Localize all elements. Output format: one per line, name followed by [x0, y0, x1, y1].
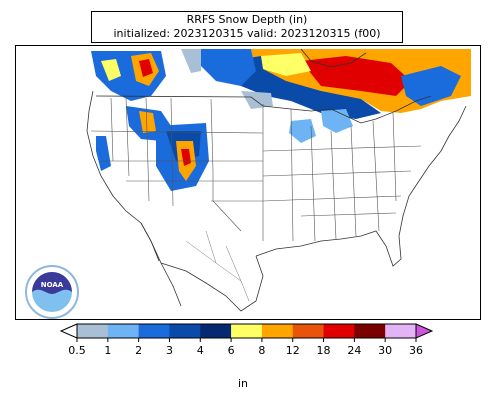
- colorbar-segment: [77, 324, 109, 338]
- state-borders-layer: [90, 97, 422, 242]
- state-line: [210, 98, 214, 172]
- colorbar-ticks: 0.5 1 2 3 4 6 8 12 18 24 30 36: [68, 338, 423, 357]
- snow-depth-map: [86, 48, 471, 312]
- colorbar-under-arrow: [59, 323, 78, 339]
- colorbar-units-label: in: [238, 377, 249, 390]
- mexico-state-line: [205, 230, 217, 264]
- colorbar-tick-label: 0.5: [68, 344, 86, 357]
- state-line: [262, 170, 412, 177]
- snow-patch-bc-red: [139, 59, 153, 77]
- mexico-coast: [160, 255, 264, 312]
- state-line: [145, 97, 150, 202]
- state-line: [262, 145, 422, 152]
- map-subtitle: initialized: 2023120315 valid: 202312031…: [113, 27, 381, 40]
- state-line: [110, 97, 114, 162]
- colorbar-tick-label: 8: [258, 344, 265, 357]
- state-line: [372, 120, 380, 232]
- snow-cover-layer: [91, 49, 471, 191]
- colorbar-segment: [261, 324, 294, 338]
- noaa-logo: NOAA: [25, 265, 79, 319]
- state-line: [90, 130, 264, 134]
- gulf-coast: [255, 230, 402, 267]
- colorbar-tick-label: 6: [228, 344, 235, 357]
- state-line: [310, 125, 316, 242]
- snow-patch-colorado-red: [181, 149, 191, 166]
- colorbar-outline: [76, 323, 417, 339]
- noaa-logo-bird: [32, 272, 72, 294]
- colorbar-tick-label: 2: [135, 344, 142, 357]
- snow-patch-canada-navy: [231, 56, 381, 119]
- state-line: [330, 130, 337, 240]
- snow-patch-rockies-orange: [139, 111, 156, 133]
- snow-patch-canada-yellow: [261, 53, 311, 76]
- snow-patch-sierra-blue: [96, 136, 111, 171]
- colorbar-segment: [169, 324, 201, 338]
- snow-patch-minnesota-light: [241, 91, 273, 109]
- mexico-state-line: [185, 240, 242, 282]
- map-title: RRFS Snow Depth (in): [186, 13, 308, 26]
- hudson-bay-coast: [300, 48, 367, 68]
- colorbar-tick-label: 18: [317, 344, 331, 357]
- map-frame: NOAA: [15, 45, 481, 320]
- colorbar-segment: [385, 324, 417, 338]
- colorbar-segment: [231, 324, 263, 338]
- us-canada-border: [95, 95, 432, 124]
- mexico-borders-layer: [185, 230, 250, 302]
- colorbar-segment: [354, 324, 386, 338]
- colorbar-tick-label: 12: [286, 344, 300, 357]
- colorbar-tick-label: 30: [378, 344, 392, 357]
- state-line: [125, 97, 130, 177]
- coastline-layer: [86, 48, 467, 312]
- snow-patch-quebec-blue: [401, 66, 461, 106]
- colorbar-segments: [77, 324, 417, 338]
- state-line: [170, 97, 174, 207]
- baja-coast: [140, 222, 182, 307]
- colorbar-segment: [292, 324, 324, 338]
- colorbar-tick-label: 36: [409, 344, 423, 357]
- snow-patch-canada-blue: [201, 49, 256, 86]
- colorbar-segment: [323, 324, 355, 338]
- colorbar-tick-label: 4: [197, 344, 204, 357]
- noaa-logo-text: NOAA: [41, 281, 64, 289]
- atlantic-coast: [398, 105, 467, 237]
- colorbar-segment: [200, 324, 232, 338]
- state-line: [262, 195, 402, 202]
- snow-patch-lakes-sky: [289, 119, 316, 143]
- colorbar-segment: [107, 324, 139, 338]
- colorbar-tick-label: 1: [104, 344, 111, 357]
- state-line: [350, 125, 357, 237]
- state-line: [300, 212, 397, 217]
- mexico-state-line: [225, 245, 250, 302]
- state-line: [392, 112, 397, 202]
- snow-patch-michigan-sky: [321, 109, 353, 133]
- map-title-box: RRFS Snow Depth (in) initialized: 202312…: [91, 11, 403, 43]
- snow-patch-bc-yellow: [101, 59, 121, 81]
- colorbar-tick-label: 24: [347, 344, 361, 357]
- colorbar-tick-label: 3: [166, 344, 173, 357]
- colorbar-segment: [138, 324, 170, 338]
- snow-patch-canada-light: [181, 49, 201, 73]
- colorbar-over-arrow: [415, 323, 434, 339]
